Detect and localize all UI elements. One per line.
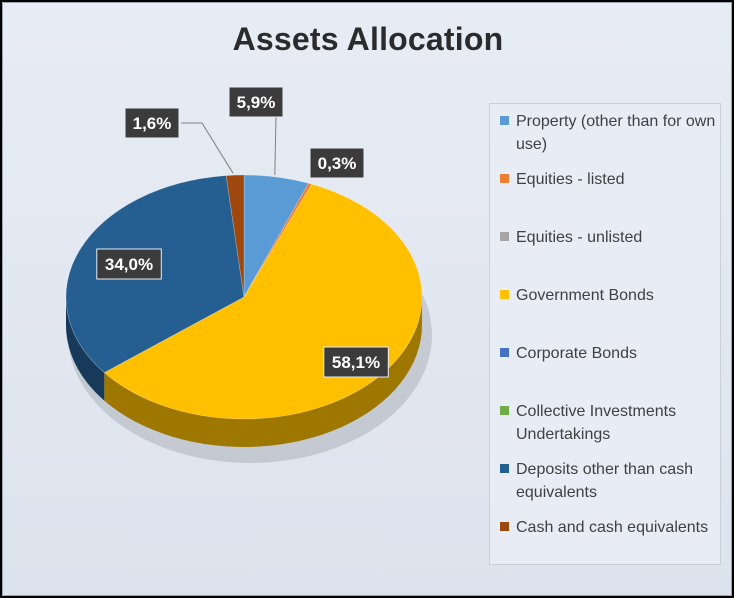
legend-swatch [500,464,509,473]
data-label-text: 0,3% [318,154,357,173]
data-label-text: 1,6% [133,114,172,133]
data-label-text: 58,1% [332,353,380,372]
pie-slice-side [104,297,422,447]
data-label-box [228,86,284,118]
data-label-box [309,147,365,179]
legend-swatch [500,232,509,241]
data-label-text: 34,0% [105,255,153,274]
legend-swatch [500,290,509,299]
leader-line [181,122,234,174]
pie-slice [225,174,245,298]
legend-swatch [500,522,509,531]
pie-slice [243,174,310,299]
data-label-text: 5,9% [237,93,276,112]
legend-label: Cash and cash equivalents [516,519,709,536]
pie-slice-side [66,297,105,401]
legend-swatch [500,116,509,125]
data-label: 34,0% [96,248,162,280]
legend-label: Property (other than for own use) [516,113,716,153]
legend-label: Collective Investments Undertakings [516,403,677,443]
legend-label: Equities - unlisted [516,229,643,246]
legend-swatch [500,348,509,357]
leader-line [274,116,277,176]
legend-label: Corporate Bonds [516,345,637,362]
data-label: 5,9% [228,86,284,118]
chart-title: Assets Allocation [232,21,504,57]
legend-label: Government Bonds [516,287,654,304]
legend: Property (other than for own use) Equitie… [489,103,721,565]
pie-slice [243,182,313,298]
legend-swatch [500,406,509,415]
data-label: 1,6% [124,107,180,139]
legend-swatch [500,174,509,183]
data-label-box [96,248,162,280]
legend-label: Deposits other than cash equivalents [516,461,693,501]
data-label-box [124,107,180,139]
data-label: 58,1% [323,346,389,378]
data-label-box [323,346,389,378]
legend-label: Equities - listed [516,171,625,188]
data-label: 0,3% [309,147,365,179]
